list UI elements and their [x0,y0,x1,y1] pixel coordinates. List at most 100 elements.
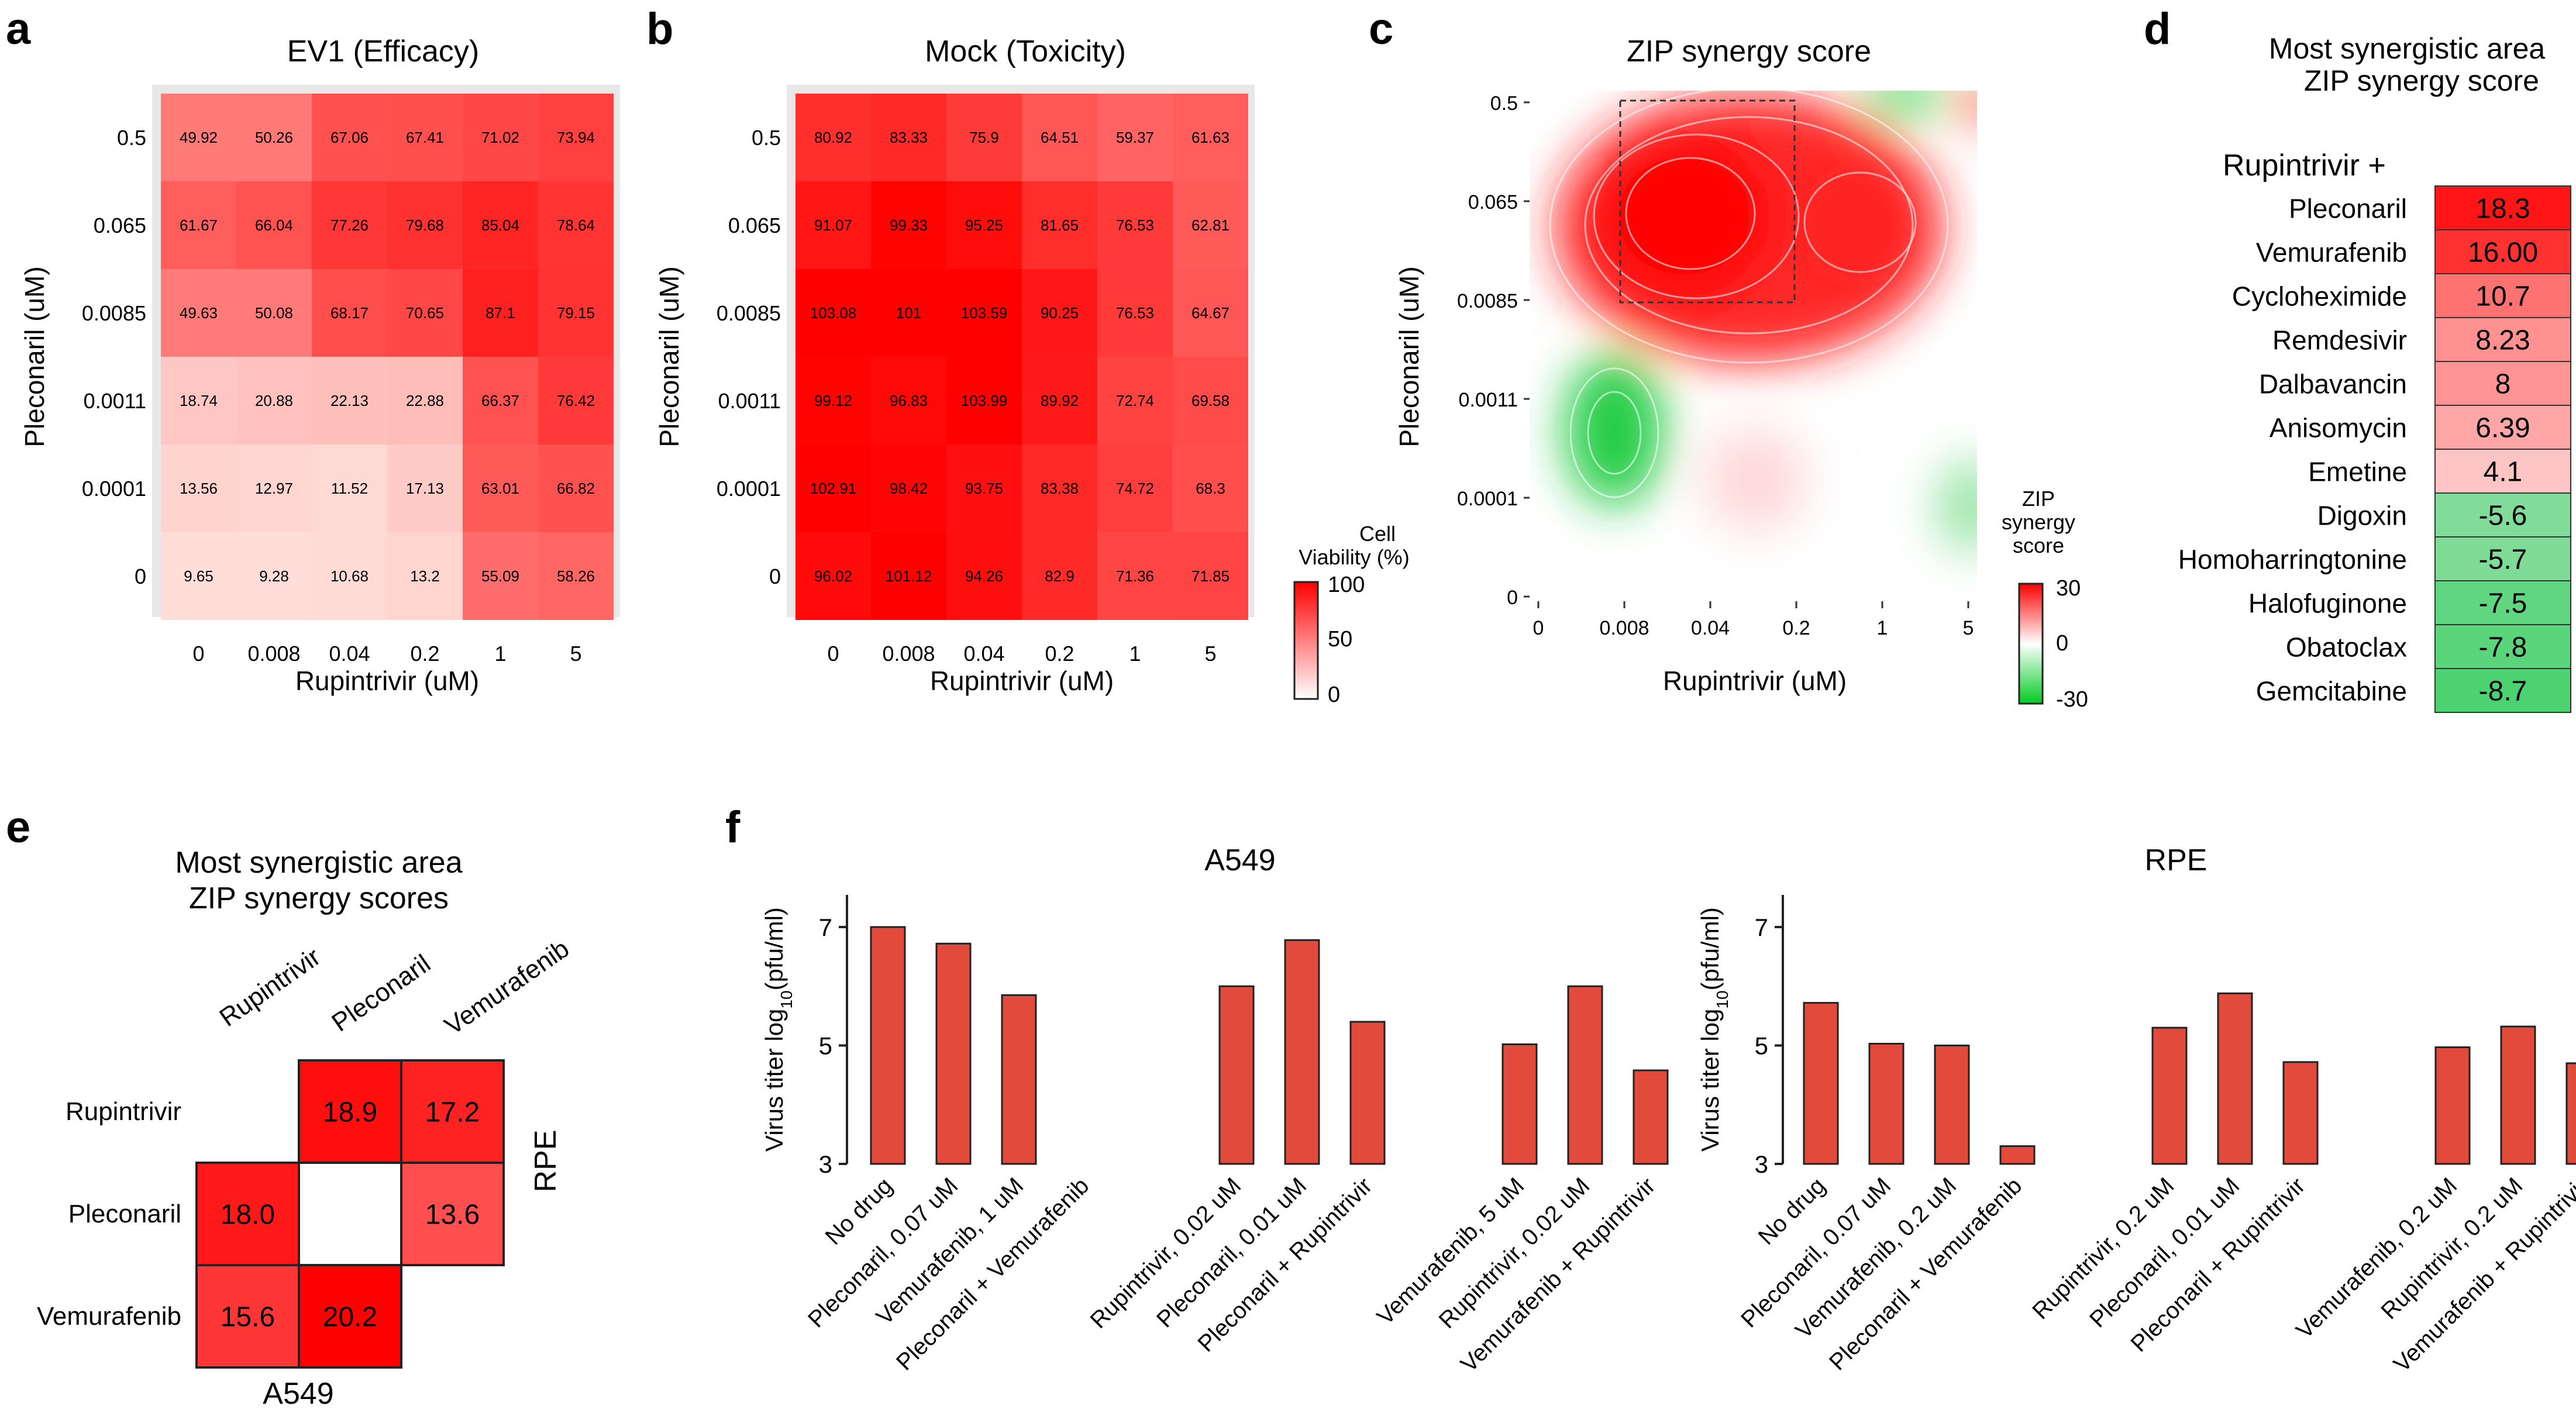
colorbar-c-title-line3: score [2013,533,2064,557]
heatmap-b-cell [871,94,946,181]
heatmap-a-cell-label: 11.52 [331,480,368,497]
panel-d: d Most synergistic area ZIP synergy scor… [2144,4,2571,713]
heatmap-b-cell-label: 82.9 [1045,567,1075,585]
heatmap-a-cell [387,181,463,269]
heatmap-a-xtick: 0.04 [329,642,370,666]
heatmap-a-cell [538,269,614,357]
heatmap-a-cell [312,94,387,181]
heatmap-a-xtick: 0 [192,642,204,666]
heatmap-b-cell-label: 89.92 [1041,392,1079,409]
zip-ylabel: Pleconaril (uM) [1394,266,1424,447]
heatmap-a-cell-label: 67.06 [330,129,369,146]
heatmap-b-cell [1173,357,1248,445]
heatmap-b-cell [795,532,871,620]
heatmap-a-ytick: 0 [135,564,146,588]
heatmap-b-cell-label: 90.25 [1041,304,1079,322]
heatmap-a-cell-label: 17.13 [406,480,444,497]
heatmap-b-xtick: 0 [827,642,839,666]
heatmap-b: 80.92 83.33 75.9 64.51 59.37 61.63 91.07 99.33 9… [654,94,1248,696]
bar [2565,1062,2576,1165]
synergy-table-cell [2434,361,2571,406]
heatmap-a-cell [538,532,614,620]
heatmap-b-cell-label: 76.53 [1116,304,1154,322]
heatmap-a-cell-label: 87.1 [485,304,515,322]
heatmap-a-xtick: 5 [570,642,581,666]
heatmap-a-cell-label: 10.68 [330,567,369,585]
heatmap-a-cell-label: 85.04 [481,216,519,234]
heatmap-a-ytick: 0.065 [94,213,146,237]
heatmap-b-cell [946,357,1022,445]
matrix-row-label: Pleconaril [68,1200,181,1228]
bar [2500,1025,2536,1165]
matrix-rpe-label: RPE [529,1130,563,1193]
heatmap-b-cell-label: 72.74 [1116,392,1154,409]
heatmap-a-xtick: 0.2 [410,642,439,666]
synergy-table-score: 8 [2495,369,2511,400]
heatmap-a-cell-label: 55.09 [481,567,519,585]
heatmap-b-cell-label: 101.12 [886,567,932,585]
synergy-table-cell [2434,668,2571,713]
heatmap-b-cell-label: 102.91 [810,480,857,497]
heatmap-a-cell [236,445,312,532]
synergy-table-drug: Emetine [2308,457,2407,487]
heatmap-b-ytick: 0.0085 [717,301,781,325]
heatmap-a-ytick: 0.0001 [82,477,146,501]
heatmap-a-cell [538,94,614,181]
panel-letter-d: d [2144,4,2171,54]
heatmap-a-cell [236,532,312,620]
heatmap-a-cell-label: 66.37 [481,392,519,409]
bar [1218,985,1255,1165]
heatmap-b-cell [1022,357,1097,445]
heatmap-b-cell-label: 76.53 [1116,216,1154,234]
heatmap-b-cell-label: 99.33 [890,216,928,234]
heatmap-b-cell-label: 62.81 [1191,216,1230,234]
zip-ytick: 0.065 [1468,191,1518,213]
heatmap-b-cell-label: 69.58 [1191,392,1230,409]
synergy-table-drug: Obatoclax [2286,632,2407,663]
synergy-table-cell [2434,580,2571,625]
colorbar-b-tick-100: 100 [1328,573,1365,597]
heatmap-b-cell [1173,94,1248,181]
heatmap-b-cell-label: 64.51 [1041,129,1079,146]
panel-e: e Most synergistic area ZIP synergy scor… [6,802,574,1411]
heatmap-b-cell [1022,181,1097,269]
heatmap-a-cell [312,357,387,445]
heatmap-b-cell-label: 95.25 [965,216,1003,234]
matrix-cell-value-a549: 18.0 [221,1200,275,1231]
heatmap-a-cell-label: 79.15 [557,304,595,322]
heatmap-a-cell-label: 76.42 [557,392,595,409]
bar [1934,1045,1970,1165]
heatmap-b-cell-label: 96.02 [814,567,852,585]
heatmap-a-cell-label: 18.74 [180,392,218,409]
heatmap-a-cell-label: 70.65 [406,304,444,322]
bar [1633,1069,1669,1165]
bar [1349,1021,1386,1165]
bar [935,942,972,1165]
bar [1567,985,1603,1165]
heatmap-a-cell [161,357,236,445]
synergy-table-score: 8.23 [2475,325,2530,356]
panel-e-title-line1: Most synergistic area [175,846,462,880]
bar [2217,992,2253,1165]
heatmap-b-cell [1022,445,1097,532]
heatmap-b-cell-label: 96.83 [890,392,928,409]
colorbar-c-gradient [2018,583,2044,705]
bar [1284,939,1320,1165]
colorbar-cell-viability: Cell Viability (%) 100 50 0 [1293,522,1410,707]
heatmap-a: 49.92 50.26 67.06 67.41 71.02 73.94 61.67 66.04… [19,94,614,696]
heatmap-a-ytick: 0.0011 [84,389,146,413]
heatmap-b-cell [795,269,871,357]
bar-ylabel: Virus titer log10(pfu/ml) [1696,907,1731,1152]
heatmap-b-ytick: 0 [769,564,781,588]
heatmap-a-ytick: 0.5 [117,126,146,150]
heatmap-b-cell [1173,532,1248,620]
colorbar-c-tick-30: 30 [2056,576,2081,601]
colorbar-zip: ZIP synergy score 30 0 -30 [2002,487,2088,712]
heatmap-b-cell [1097,445,1173,532]
heatmap-a-cell-label: 50.26 [255,129,293,146]
synergy-table-score: 6.39 [2475,413,2530,444]
bar-ytick: 5 [1755,1032,1768,1060]
matrix-cell-rpe [400,1162,505,1266]
heatmap-a-cell [538,181,614,269]
heatmap-a-cell-label: 79.68 [406,216,444,234]
